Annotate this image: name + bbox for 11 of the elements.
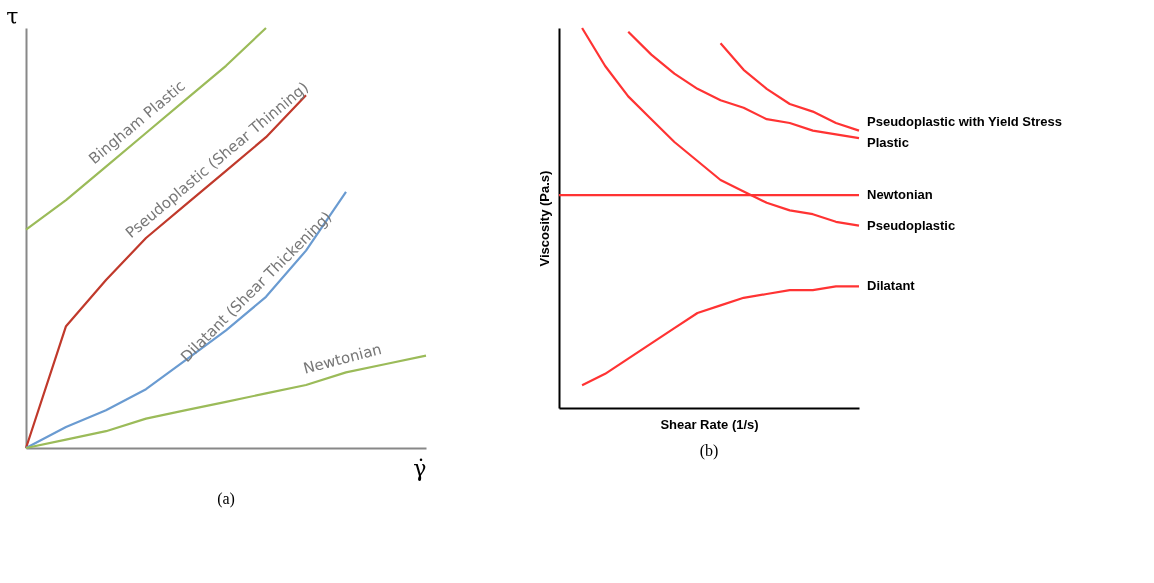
series-label: Newtonian (867, 187, 933, 203)
y-axis-title: τ (6, 3, 19, 29)
x-axis-title: γ̇ (413, 455, 427, 481)
series-label: Plastic (867, 135, 909, 151)
series-label: Pseudoplastic (867, 217, 956, 233)
series-label: Dilatant (867, 278, 916, 294)
y-axis-title: Viscosity (Pa.s) (536, 170, 552, 267)
x-axis-title: Shear Rate (1/s) (660, 416, 759, 432)
text: (b) (699, 442, 719, 460)
text: (a) (217, 490, 235, 508)
series-label: Pseudoplastic with Yield Stress (867, 113, 1063, 129)
